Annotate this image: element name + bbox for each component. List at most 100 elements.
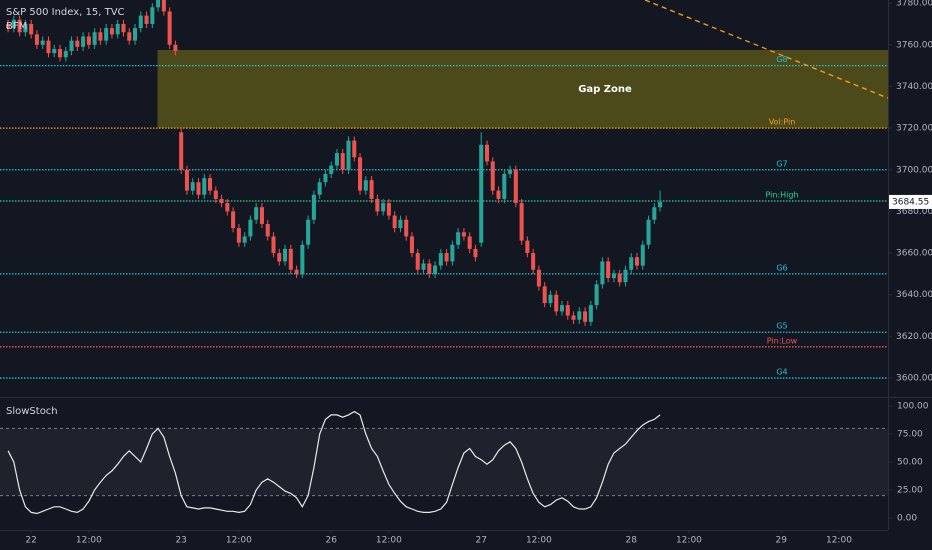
candle-body	[461, 232, 466, 237]
candle-body	[98, 32, 103, 41]
x-tick-label: 22	[25, 536, 36, 546]
x-tick-label: 28	[626, 536, 638, 546]
candle-body	[583, 311, 588, 322]
candle-body	[17, 19, 22, 33]
candle-body	[490, 161, 495, 191]
candle-body	[427, 263, 432, 274]
candle-body	[346, 140, 351, 170]
x-tick-label: 27	[475, 536, 486, 546]
candle-body	[231, 211, 236, 229]
x-tick-label: 12:00	[826, 536, 852, 546]
candle-body	[190, 182, 195, 191]
candle-body	[340, 153, 345, 170]
candle-body	[29, 23, 34, 35]
x-tick-label: 26	[325, 536, 337, 546]
x-tick-label: 12:00	[376, 536, 402, 546]
candle-body	[179, 132, 184, 170]
level-label: Pin:Low	[767, 336, 798, 345]
y-tick-label: 75.00	[897, 429, 923, 439]
overlay: S&P 500 Index, 15, TVC BFM SlowStoch 360…	[6, 0, 932, 546]
candle-body	[398, 219, 403, 229]
x-tick-label: 23	[175, 536, 186, 546]
candle-body	[306, 219, 311, 245]
candle-body	[127, 32, 132, 41]
candle-body	[415, 253, 420, 270]
candle-body	[196, 182, 201, 195]
candle-body	[23, 23, 28, 33]
candle-body	[69, 40, 74, 52]
candle-body	[161, 0, 166, 12]
candle-body	[156, 0, 161, 8]
candle-body	[75, 40, 80, 47]
candle-body	[479, 144, 484, 243]
y-tick-label: 0.00	[897, 514, 917, 524]
candle-body	[144, 15, 149, 24]
candle-body	[508, 169, 513, 174]
candle-body	[525, 240, 530, 254]
candle-body	[617, 273, 622, 283]
x-tick-label: 12:00	[676, 536, 702, 546]
candle-body	[86, 36, 91, 45]
candle-body	[225, 203, 230, 212]
candle-body	[433, 265, 438, 274]
last-price-label: 3684.55	[892, 197, 929, 207]
candle-body	[409, 236, 414, 254]
candle-body	[658, 201, 663, 208]
candle-body	[634, 257, 640, 266]
candle-body	[473, 248, 478, 258]
candle-body	[438, 253, 443, 266]
candle-body	[450, 244, 455, 262]
level-label: Pin:High	[765, 190, 798, 199]
candle-body	[536, 269, 541, 287]
level-label: G8	[776, 55, 787, 64]
chart-title: S&P 500 Index, 15, TVC	[6, 7, 125, 18]
candle-body	[283, 248, 288, 262]
y-tick-label: 3700.00	[896, 165, 932, 175]
candle-body	[381, 203, 386, 212]
candle-body	[467, 236, 472, 249]
candle-body	[559, 305, 565, 312]
candle-body	[173, 44, 178, 52]
candle-body	[519, 203, 524, 241]
gap-zone-label: Gap Zone	[578, 84, 632, 95]
candle-body	[81, 36, 86, 47]
candle-body	[300, 244, 305, 274]
candle-body	[46, 40, 51, 54]
candle-body	[6, 23, 11, 29]
candle-body	[369, 180, 374, 199]
stoch-line	[7, 410, 661, 515]
candle-body	[565, 305, 570, 316]
y-tick-label: 3720.00	[896, 124, 932, 134]
level-label: Vol:Pin	[769, 118, 796, 127]
candle-body	[623, 269, 628, 283]
candle-body	[132, 28, 138, 41]
candle-body	[63, 51, 68, 58]
candle-body	[577, 311, 582, 320]
candle-body	[138, 15, 143, 29]
candle-body	[34, 34, 39, 45]
candle-body	[265, 223, 270, 237]
candle-body	[236, 228, 241, 243]
candle-body	[254, 207, 259, 220]
candle-body	[52, 48, 57, 54]
candle-body	[208, 178, 213, 191]
chart-subtitle: BFM	[6, 21, 27, 32]
candle-body	[444, 253, 449, 262]
candle-body	[404, 219, 409, 237]
candle-body	[202, 178, 207, 195]
candle-body	[329, 165, 334, 174]
candle-body	[548, 294, 553, 304]
candle-body	[606, 261, 611, 279]
x-tick-label: 12:00	[76, 536, 102, 546]
stoch-pane	[0, 405, 892, 519]
candle-body	[542, 286, 547, 304]
candle-body	[502, 173, 507, 199]
candle-body	[11, 19, 16, 29]
candle-body	[392, 215, 397, 229]
candle-body	[386, 203, 391, 216]
candle-body	[600, 261, 605, 285]
candle-body	[57, 48, 63, 58]
y-tick-label: 3620.00	[896, 332, 932, 342]
gap-zone	[157, 49, 889, 129]
